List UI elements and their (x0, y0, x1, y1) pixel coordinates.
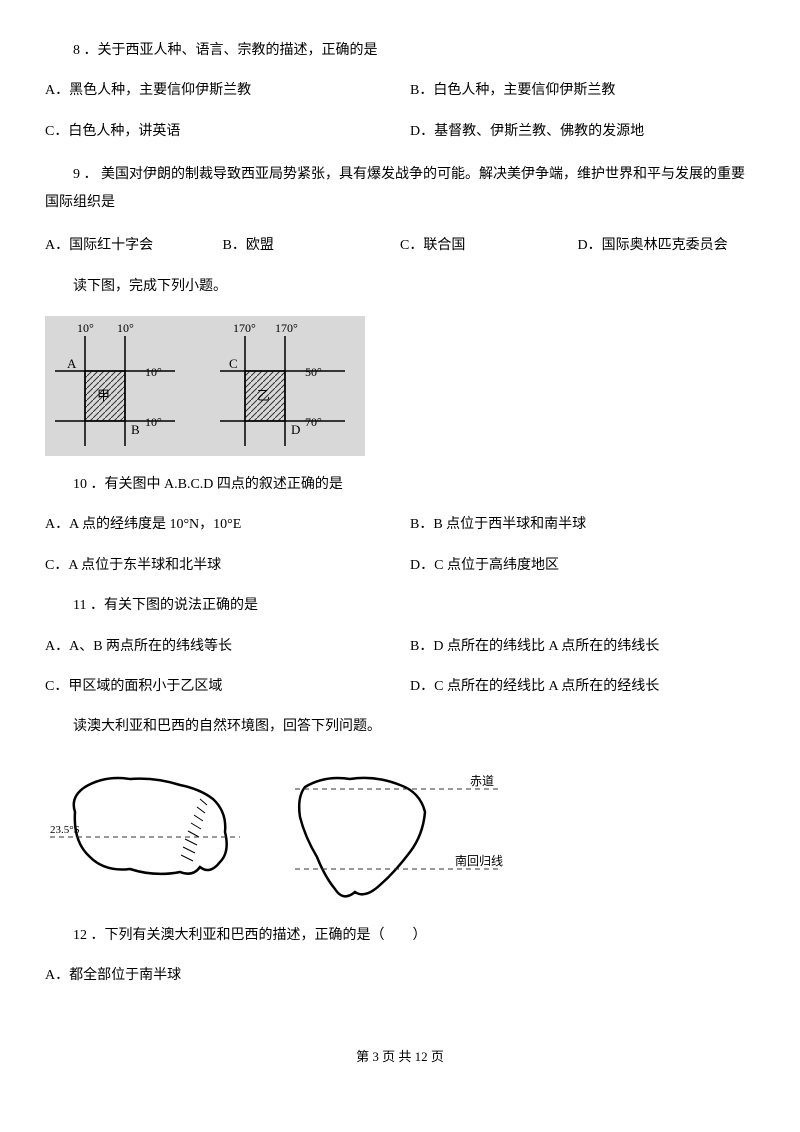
fig1-right-tr: 170° (275, 321, 298, 335)
australia-range (181, 799, 207, 861)
q10-stem: 10 ．有关图中 A.B.C.D 四点的叙述正确的是 (45, 474, 755, 496)
q8-options-row2: C．白色人种，讲英语 D．基督教、伊斯兰教、佛教的发源地 (45, 121, 755, 143)
q9-optB[interactable]: B．欧盟 (223, 235, 401, 257)
fig1-right-tl: 170° (233, 321, 256, 335)
fig1-left-center: 甲 (97, 388, 110, 403)
brazil-group: 赤道 南回归线 (295, 774, 503, 896)
page-footer: 第 3 页 共 12 页 (45, 1047, 755, 1068)
q8-optA[interactable]: A．黑色人种，主要信仰伊斯兰教 (45, 80, 390, 102)
australia-outline (74, 778, 227, 874)
fig1-D: D (291, 422, 300, 437)
q11-optB[interactable]: B．D 点所在的纬线比 A 点所在的纬线长 (410, 636, 755, 658)
q10-optA[interactable]: A．A 点的经纬度是 10°N，10°E (45, 514, 390, 536)
q9-optC[interactable]: C．联合国 (400, 235, 578, 257)
q11-options-row1: A．A、B 两点所在的纬线等长 B．D 点所在的纬线比 A 点所在的纬线长 (45, 636, 755, 658)
q12-options-row1: A．都全部位于南半球 (45, 965, 755, 987)
fig1-left-tr: 10° (117, 321, 134, 335)
fig1-svg: 10° 10° A B 10° 10° 甲 170° 170° C D 50° … (45, 316, 365, 456)
fig2-tropic-label: 23.5°S (50, 824, 80, 836)
fig1-right-center: 乙 (257, 388, 270, 403)
fig1-B: B (131, 422, 140, 437)
fig1-A: A (67, 356, 77, 371)
fig1-context: 读下图，完成下列小题。 (45, 276, 755, 298)
q9-stem: 9 ． 美国对伊朗的制裁导致西亚局势紧张，具有爆发战争的可能。解决美伊争端，维护… (45, 161, 755, 217)
q10-optB[interactable]: B．B 点位于西半球和南半球 (410, 514, 755, 536)
q9-options: A．国际红十字会 B．欧盟 C．联合国 D．国际奥林匹克委员会 (45, 235, 755, 257)
fig1-left-tl: 10° (77, 321, 94, 335)
q11-optA[interactable]: A．A、B 两点所在的纬线等长 (45, 636, 390, 658)
fig2-svg: 23.5°S 赤道 南回归线 (45, 757, 545, 907)
q8-optC[interactable]: C．白色人种，讲英语 (45, 121, 390, 143)
fig1-container: 10° 10° A B 10° 10° 甲 170° 170° C D 50° … (45, 316, 755, 456)
fig2-container: 23.5°S 赤道 南回归线 (45, 757, 755, 907)
fig1-right-r1: 50° (305, 365, 322, 379)
q10-optC[interactable]: C．A 点位于东半球和北半球 (45, 555, 390, 577)
fig1-left-r1: 10° (145, 365, 162, 379)
q11-optC[interactable]: C．甲区域的面积小于乙区域 (45, 676, 390, 698)
q9-optA[interactable]: A．国际红十字会 (45, 235, 223, 257)
q8-optB[interactable]: B．白色人种，主要信仰伊斯兰教 (410, 80, 755, 102)
q8-optD[interactable]: D．基督教、伊斯兰教、佛教的发源地 (410, 121, 755, 143)
q8-options-row1: A．黑色人种，主要信仰伊斯兰教 B．白色人种，主要信仰伊斯兰教 (45, 80, 755, 102)
fig2-capricorn-label: 南回归线 (455, 853, 503, 868)
q9-optD[interactable]: D．国际奥林匹克委员会 (578, 235, 756, 257)
fig2-context: 读澳大利亚和巴西的自然环境图，回答下列问题。 (45, 716, 755, 738)
q10-optD[interactable]: D．C 点位于高纬度地区 (410, 555, 755, 577)
q8-stem: 8 ．关于西亚人种、语言、宗教的描述，正确的是 (45, 40, 755, 62)
q10-options-row2: C．A 点位于东半球和北半球 D．C 点位于高纬度地区 (45, 555, 755, 577)
q10-options-row1: A．A 点的经纬度是 10°N，10°E B．B 点位于西半球和南半球 (45, 514, 755, 536)
fig2-equator-label: 赤道 (470, 774, 494, 788)
q11-optD[interactable]: D．C 点所在的经线比 A 点所在的经线长 (410, 676, 755, 698)
fig1-right-r2: 70° (305, 415, 322, 429)
q12-optA[interactable]: A．都全部位于南半球 (45, 965, 390, 987)
brazil-outline (299, 778, 425, 896)
fig1-left-r2: 10° (145, 415, 162, 429)
q12-stem: 12 ．下列有关澳大利亚和巴西的描述，正确的是（ ） (45, 925, 755, 947)
q11-stem: 11 ．有关下图的说法正确的是 (45, 595, 755, 617)
q11-options-row2: C．甲区域的面积小于乙区域 D．C 点所在的经线比 A 点所在的经线长 (45, 676, 755, 698)
fig1-C: C (229, 356, 238, 371)
